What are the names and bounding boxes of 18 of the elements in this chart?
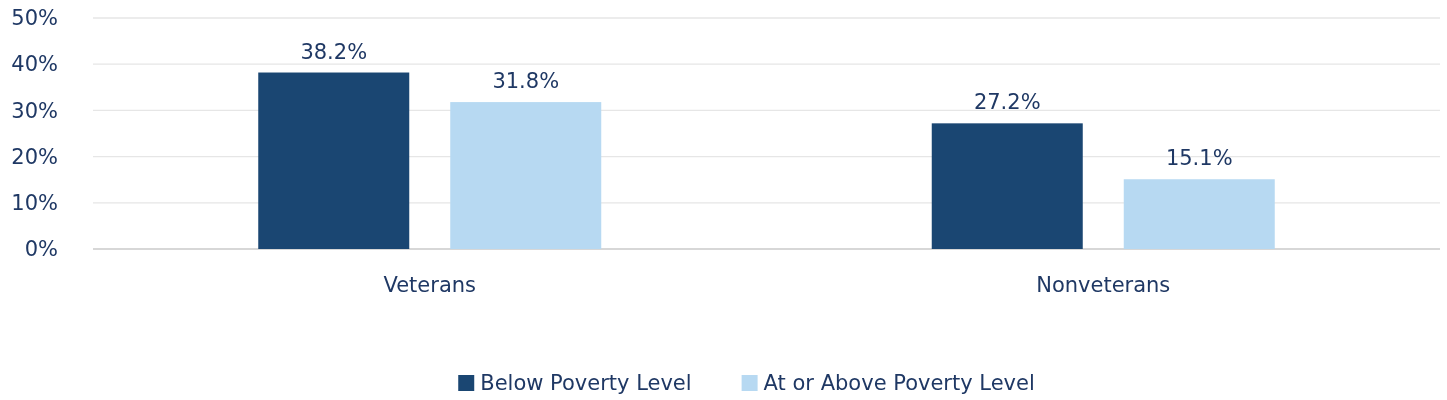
y-tick-label: 50% (11, 6, 58, 31)
bar (258, 72, 410, 249)
bar (1123, 179, 1275, 249)
text: 15.1% (1165, 146, 1233, 171)
y-tick-label: 10% (11, 191, 58, 216)
y-tick-label: 40% (11, 52, 58, 77)
x-tick-label: Veterans (383, 272, 477, 297)
bar (450, 102, 602, 249)
bar (931, 123, 1083, 249)
y-tick-label: 30% (11, 98, 58, 123)
text: 27.2% (973, 90, 1041, 115)
y-tick-label: 20% (11, 144, 58, 169)
text: 38.2% (300, 39, 368, 64)
legend-label: Below Poverty Level (480, 371, 692, 395)
legend-label: At or Above Poverty Level (763, 371, 1035, 395)
x-tick-label: Nonveterans (1036, 272, 1171, 297)
y-tick-label: 0% (24, 237, 58, 262)
text: 31.8% (492, 69, 560, 94)
